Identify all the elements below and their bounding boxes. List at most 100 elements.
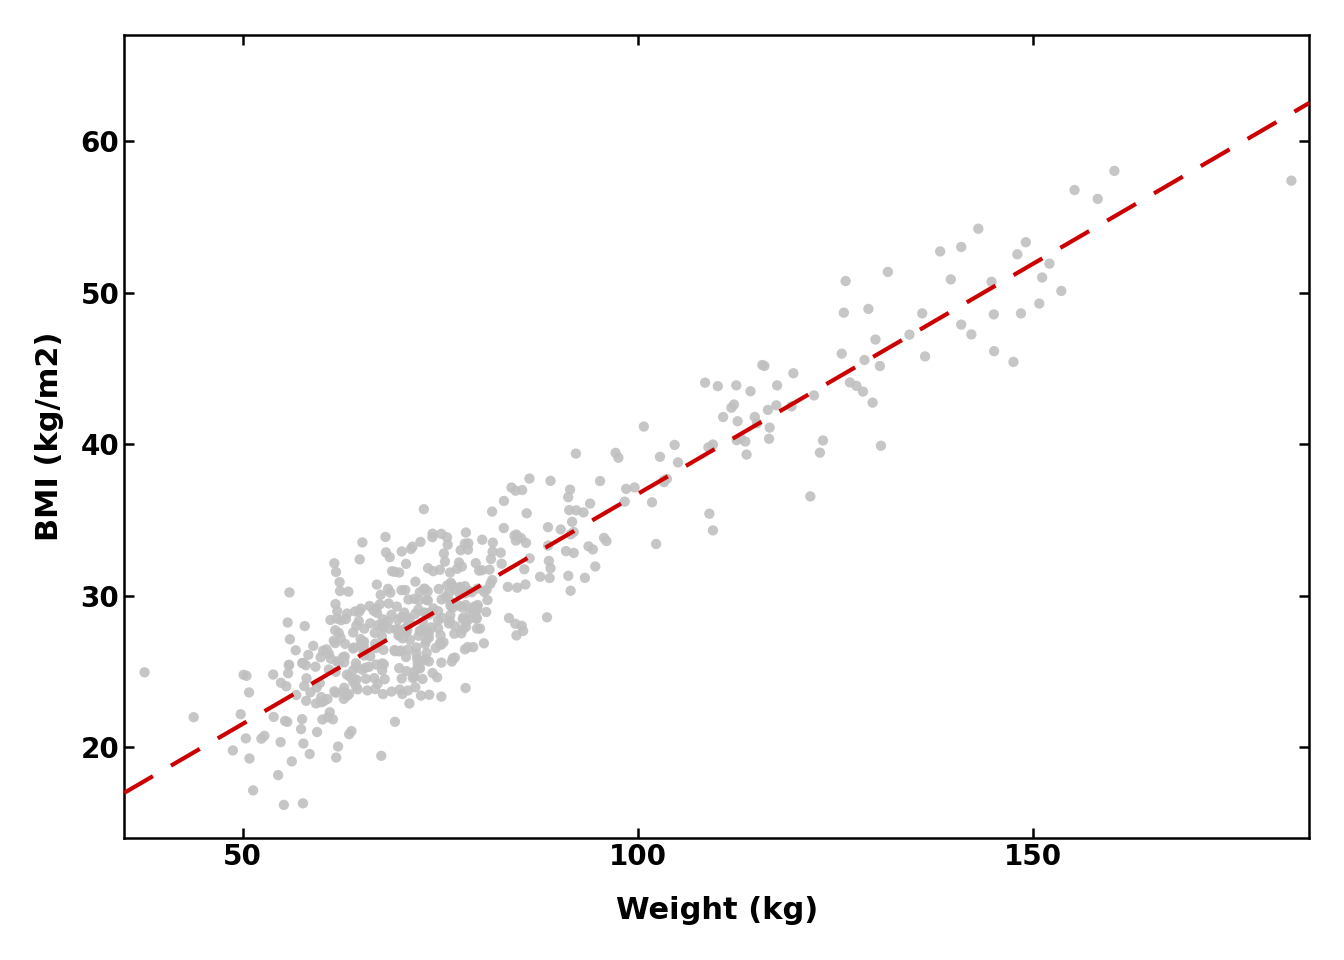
- Point: [398, 642, 419, 658]
- Point: [512, 482, 534, 497]
- Point: [465, 556, 487, 571]
- Point: [605, 445, 626, 461]
- Point: [409, 585, 430, 600]
- Point: [270, 734, 292, 750]
- Point: [331, 612, 352, 628]
- Point: [320, 612, 341, 628]
- Point: [558, 490, 579, 505]
- Point: [480, 551, 501, 566]
- Point: [664, 437, 685, 452]
- Point: [450, 626, 472, 641]
- Point: [410, 534, 431, 549]
- Point: [507, 580, 528, 595]
- Point: [641, 494, 663, 510]
- Point: [439, 598, 461, 613]
- Point: [372, 620, 394, 636]
- Point: [352, 638, 374, 654]
- Point: [297, 647, 319, 662]
- Point: [230, 707, 251, 722]
- Point: [379, 585, 401, 600]
- Point: [417, 592, 438, 608]
- Point: [386, 622, 407, 637]
- Point: [250, 731, 271, 746]
- Point: [1064, 182, 1086, 198]
- Point: [399, 696, 421, 711]
- Point: [853, 352, 875, 368]
- Point: [329, 584, 351, 599]
- Point: [405, 680, 426, 695]
- Point: [353, 635, 375, 650]
- Point: [595, 534, 617, 549]
- Point: [374, 615, 395, 631]
- Point: [325, 685, 347, 701]
- Point: [384, 642, 406, 658]
- Point: [930, 244, 952, 259]
- Point: [380, 684, 402, 699]
- Point: [355, 660, 376, 676]
- Point: [870, 358, 891, 373]
- Point: [384, 564, 406, 580]
- Point: [371, 619, 392, 635]
- Point: [633, 419, 655, 434]
- Point: [276, 679, 297, 694]
- Point: [614, 494, 636, 510]
- Point: [324, 684, 345, 699]
- Point: [355, 671, 376, 686]
- Point: [414, 581, 435, 596]
- Point: [491, 545, 512, 561]
- Point: [395, 620, 417, 636]
- Point: [410, 654, 431, 669]
- Point: [462, 602, 484, 617]
- Point: [333, 655, 355, 670]
- Point: [388, 682, 410, 697]
- Point: [351, 638, 372, 654]
- Point: [746, 416, 767, 431]
- Point: [914, 348, 935, 364]
- Point: [235, 668, 257, 684]
- Point: [862, 395, 883, 410]
- Point: [364, 682, 386, 697]
- Point: [395, 610, 417, 625]
- Point: [462, 639, 484, 655]
- Point: [444, 626, 465, 641]
- Point: [344, 604, 366, 619]
- Point: [984, 344, 1005, 359]
- Point: [493, 493, 515, 509]
- Point: [566, 446, 587, 462]
- Point: [359, 598, 380, 613]
- Point: [391, 686, 413, 702]
- Point: [325, 596, 347, 612]
- Point: [449, 579, 470, 594]
- Point: [431, 610, 453, 625]
- Point: [396, 663, 418, 679]
- Point: [327, 611, 348, 626]
- Point: [456, 619, 477, 635]
- Point: [536, 610, 558, 625]
- Point: [782, 366, 804, 381]
- Point: [427, 582, 449, 597]
- Point: [363, 670, 384, 685]
- Point: [585, 559, 606, 574]
- Point: [417, 592, 438, 608]
- Point: [418, 626, 439, 641]
- Point: [456, 525, 477, 540]
- Point: [395, 583, 417, 598]
- Point: [310, 689, 332, 705]
- Point: [134, 664, 156, 680]
- Point: [316, 641, 337, 657]
- Point: [466, 581, 488, 596]
- Point: [343, 674, 364, 689]
- Point: [233, 667, 254, 683]
- Point: [345, 679, 367, 694]
- Point: [712, 409, 734, 424]
- Point: [409, 592, 430, 608]
- Point: [458, 584, 480, 599]
- Point: [238, 684, 259, 700]
- Point: [341, 724, 363, 739]
- Point: [407, 628, 429, 643]
- Point: [833, 305, 855, 321]
- Point: [649, 449, 671, 465]
- Point: [273, 797, 294, 812]
- Point: [386, 599, 407, 614]
- Point: [388, 660, 410, 676]
